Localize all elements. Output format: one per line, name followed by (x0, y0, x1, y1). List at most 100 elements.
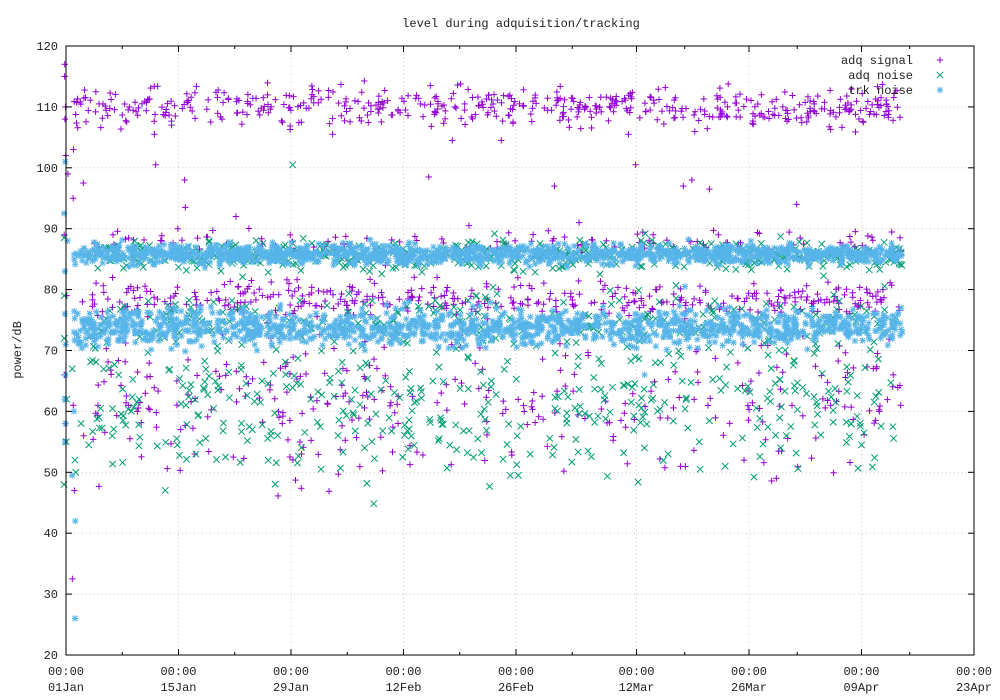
adq-signal-point (716, 94, 724, 101)
trk-noise-point (177, 307, 185, 315)
adq-signal-point (607, 104, 614, 111)
trk-noise-point (583, 256, 591, 264)
trk-noise-point (802, 319, 809, 326)
adq-signal-point (732, 93, 740, 101)
adq-signal-point (511, 98, 519, 105)
trk-noise-point (99, 259, 106, 267)
trk-noise-point (113, 250, 120, 257)
adq-signal-point (143, 107, 150, 114)
trk-noise-point (582, 243, 590, 250)
trk-noise-point (778, 331, 786, 338)
adq-signal-point (671, 114, 679, 121)
adq-signal-point (487, 104, 495, 111)
adq-signal-point (575, 105, 583, 113)
adq-signal-point (131, 99, 139, 106)
adq-signal-point (91, 300, 98, 308)
adq-signal-point (433, 274, 441, 281)
adq-signal-point (119, 111, 126, 119)
adq-signal-point (131, 295, 138, 302)
adq-signal-point (553, 88, 561, 96)
adq-signal-point (612, 97, 619, 104)
adq-signal-point (609, 293, 616, 300)
adq-signal-point (845, 108, 853, 115)
adq-signal-point (587, 108, 594, 115)
adq-signal-point (771, 307, 779, 314)
trk-noise-point (206, 327, 214, 335)
trk-noise-point (629, 343, 636, 350)
adq-signal-point (869, 293, 876, 300)
adq-signal-point (255, 107, 262, 115)
trk-noise-point (666, 333, 674, 341)
adq-signal-point (597, 94, 604, 101)
trk-noise-point (761, 325, 769, 333)
trk-noise-point (693, 336, 701, 343)
adq-signal-point (338, 112, 345, 119)
trk-noise-point (803, 311, 811, 319)
trk-noise-point (654, 248, 661, 256)
adq-signal-point (123, 118, 130, 126)
adq-signal-point (514, 274, 522, 281)
adq-signal-point (450, 289, 457, 297)
trk-noise-point (764, 244, 771, 252)
adq-signal-point (843, 286, 850, 293)
adq-signal-point (782, 294, 789, 302)
trk-noise-point (789, 254, 796, 261)
adq-signal-point (724, 113, 731, 121)
adq-signal-point (863, 285, 870, 293)
trk-noise-point (619, 258, 626, 265)
adq-signal-point (100, 289, 108, 296)
trk-noise-point (848, 315, 855, 322)
trk-noise-point (160, 241, 168, 248)
adq-signal-point (581, 104, 589, 111)
adq-signal-point (213, 288, 221, 295)
adq-signal-point (376, 105, 383, 113)
trk-noise-point (263, 248, 270, 256)
trk-noise-point (860, 258, 868, 265)
trk-noise-point (380, 330, 387, 337)
trk-noise-point (372, 315, 380, 323)
trk-noise-point (190, 338, 198, 345)
trk-noise-point (494, 256, 501, 263)
trk-noise-point (707, 319, 715, 327)
trk-noise-point (386, 330, 393, 338)
adq-signal-point (612, 102, 620, 109)
adq-signal-point (696, 282, 704, 290)
trk-noise-point (859, 337, 866, 344)
trk-noise-point (452, 319, 459, 327)
adq-signal-point (468, 113, 475, 121)
trk-noise-point (406, 323, 413, 331)
trk-noise-point (849, 306, 857, 313)
adq-signal-point (701, 111, 708, 118)
trk-noise-point (766, 320, 774, 327)
adq-signal-point (743, 95, 750, 103)
adq-signal-point (765, 108, 772, 115)
adq-signal-point (763, 290, 771, 297)
adq-signal-point (109, 274, 116, 281)
adq-signal-point (454, 295, 461, 302)
trk-noise-point (715, 302, 722, 310)
trk-noise-point (197, 306, 205, 313)
trk-noise-point (78, 344, 86, 352)
trk-noise-point (811, 255, 819, 263)
trk-noise-point (660, 333, 668, 341)
trk-noise-point (184, 326, 191, 334)
adq-signal-point (123, 289, 130, 296)
trk-noise-point (244, 254, 251, 262)
adq-signal-point (268, 278, 275, 286)
trk-noise-point (838, 321, 845, 328)
trk-noise-point (316, 253, 324, 260)
adq-signal-point (653, 286, 660, 293)
trk-noise-point (230, 330, 237, 338)
adq-signal-point (743, 294, 750, 302)
adq-signal-point (526, 282, 533, 289)
adq-signal-point (728, 292, 736, 300)
trk-noise-point (233, 253, 240, 261)
adq-signal-point (654, 116, 661, 123)
trk-noise-point (884, 341, 891, 349)
adq-signal-point (267, 103, 275, 110)
adq-signal-point (141, 283, 149, 290)
trk-noise-point (694, 257, 701, 264)
adq-signal-point (384, 97, 391, 104)
adq-signal-point (510, 298, 517, 306)
